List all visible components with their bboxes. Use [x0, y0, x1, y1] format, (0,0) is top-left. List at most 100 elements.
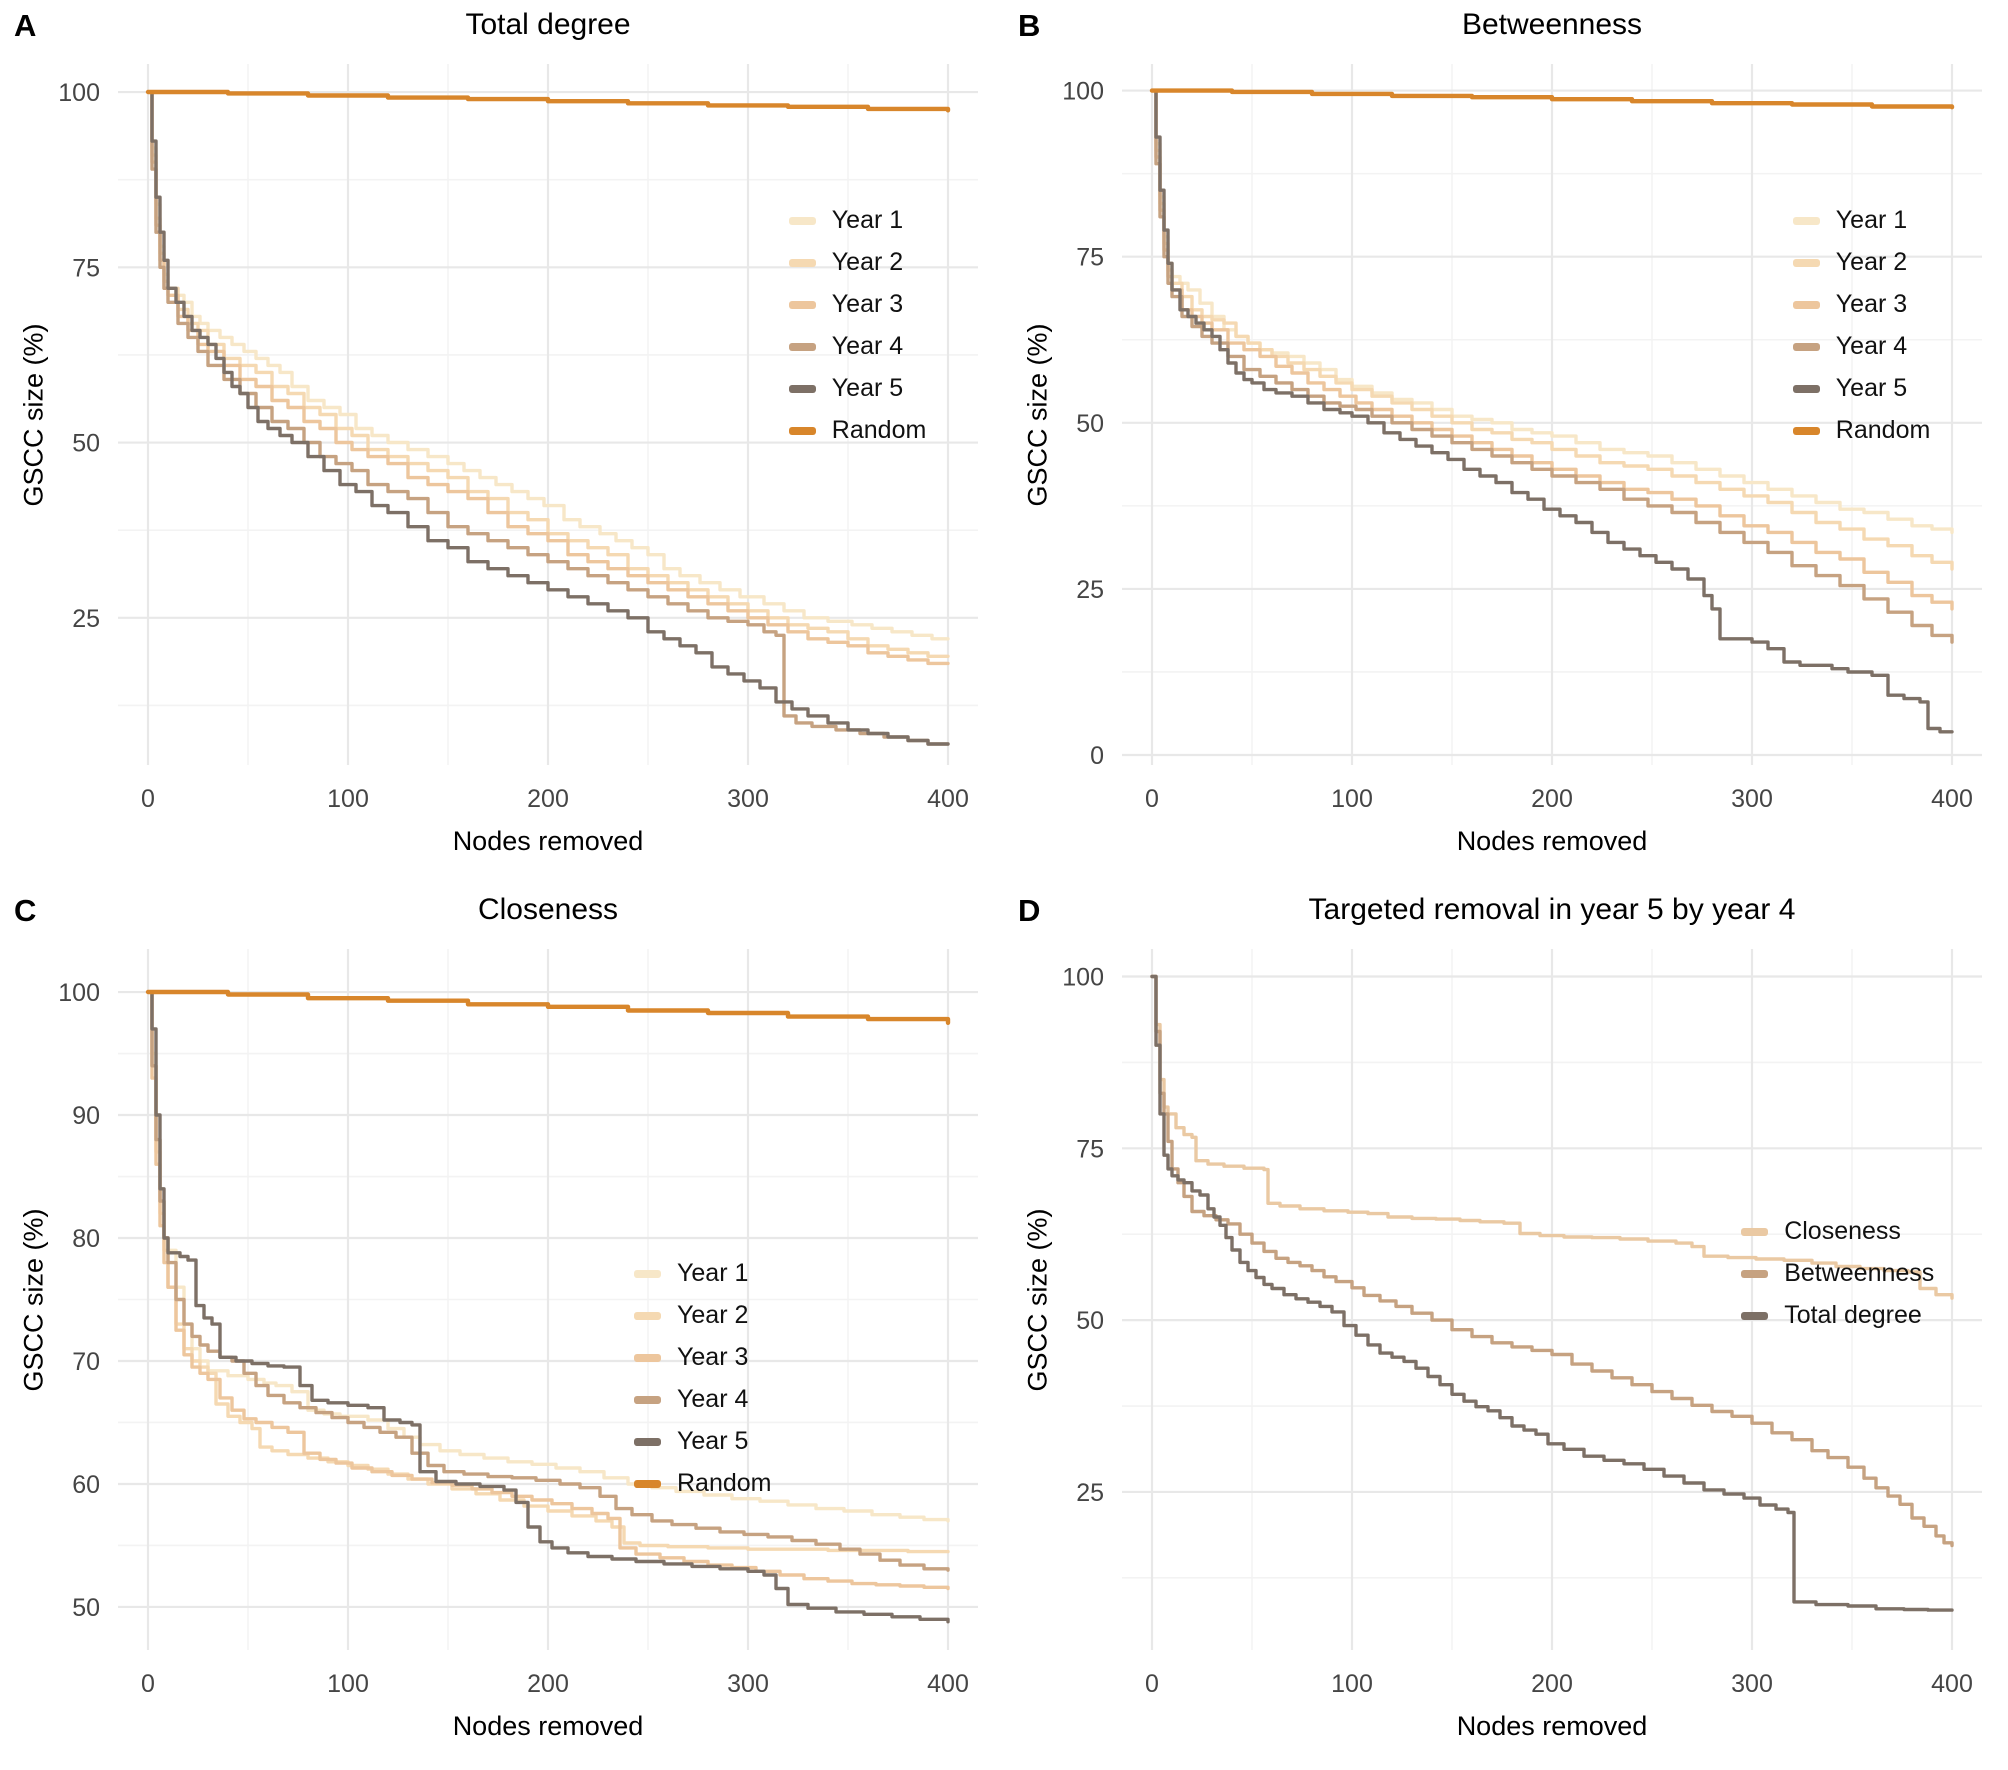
y-axis-tick-label: 25	[1076, 576, 1104, 604]
series-line-betweenness	[1150, 974, 1954, 1548]
legend-swatch-icon	[1792, 300, 1820, 309]
y-axis-tick-label: 70	[72, 1348, 100, 1376]
legend-swatch-icon	[1741, 1311, 1769, 1320]
legend-swatch-icon	[788, 426, 816, 435]
x-axis-tick-label: 400	[927, 785, 969, 813]
x-axis-tick-label: 0	[1145, 785, 1159, 813]
legend-label: Year 2	[677, 1301, 749, 1330]
legend-label: Year 1	[831, 206, 904, 235]
legend-item-year-2: Year 2	[1792, 246, 1931, 279]
legend-item-betweenness: Betweenness	[1741, 1257, 1934, 1290]
panel-title-betweenness: Betweenness	[1461, 8, 1643, 41]
legend-swatch-icon	[1741, 1227, 1769, 1236]
legend-item-year-5: Year 5	[634, 1425, 772, 1458]
legend-item-year-1: Year 1	[634, 1257, 772, 1290]
legend-item-year-3: Year 3	[1792, 288, 1931, 321]
legend-label: Year 5	[831, 374, 904, 403]
x-axis-label: Nodes removed	[452, 1711, 644, 1741]
legend-swatch-icon	[634, 1353, 661, 1362]
legend-label: Year 1	[1835, 206, 1908, 235]
series-line-closeness	[1150, 974, 1954, 1300]
legend-swatch-icon	[1792, 342, 1820, 351]
y-axis-tick-label: 60	[72, 1471, 100, 1499]
series-line-total-degree	[1150, 974, 1954, 1612]
x-axis-tick-label: 100	[327, 1670, 369, 1698]
legend-item-year-3: Year 3	[788, 288, 927, 321]
legend-label: Year 5	[677, 1427, 749, 1456]
x-axis-tick-label: 100	[1331, 785, 1373, 813]
x-axis-tick-label: 400	[1931, 785, 1973, 813]
series-line-random	[1149, 88, 1955, 110]
x-axis-tick-label: 300	[727, 785, 769, 813]
legend-swatch-icon	[788, 300, 816, 309]
x-axis-label: Nodes removed	[452, 826, 644, 856]
series-line-year-4	[1150, 88, 1954, 644]
x-axis-tick-label: 200	[527, 785, 569, 813]
legend-swatch-icon	[1792, 426, 1820, 435]
x-axis-tick-label: 100	[327, 785, 369, 813]
legend-label: Year 2	[1835, 248, 1908, 277]
x-axis-label: Nodes removed	[1456, 826, 1648, 856]
plot-area-betweenness: 0 25 50 75 100 0 100 200 300 400	[1062, 64, 1982, 813]
series-line-year-4	[146, 90, 950, 746]
legend-swatch-icon	[634, 1479, 661, 1488]
legend-item-closeness: Closeness	[1741, 1215, 1934, 1248]
y-axis-tick-label: 75	[72, 254, 100, 282]
series-line-year-1	[146, 90, 950, 641]
y-axis-tick-label: 25	[72, 605, 100, 633]
legend-item-year-2: Year 2	[788, 246, 927, 279]
legend-swatch-icon	[1792, 216, 1820, 225]
legend-swatch-icon	[788, 216, 816, 225]
panel-c-closeness: C Closeness GSCC size (%) Nodes removed …	[0, 885, 1004, 1770]
y-axis-tick-label: 50	[72, 1594, 100, 1622]
y-axis-tick-label: 0	[1090, 742, 1104, 770]
legend-item-year-4: Year 4	[634, 1383, 772, 1416]
panel-title-total-degree: Total degree	[465, 8, 631, 41]
x-axis-tick-label: 200	[527, 1670, 569, 1698]
legend-label: Year 1	[677, 1259, 749, 1288]
y-axis-tick-label: 25	[1076, 1479, 1104, 1507]
panel-a-total-degree: A Total degree GSCC size (%) Nodes remov…	[0, 0, 1004, 885]
legend-label: Total degree	[1784, 1301, 1922, 1330]
legend-item-year-4: Year 4	[788, 330, 927, 363]
series-line-random	[145, 989, 951, 1025]
series-line-year-3	[1150, 88, 1954, 611]
legend-label: Year 3	[1835, 290, 1908, 319]
series-line-random	[145, 89, 951, 113]
legend-swatch-icon	[1792, 384, 1820, 393]
y-axis-tick-label: 50	[1076, 410, 1104, 438]
x-axis-label: Nodes removed	[1456, 1711, 1648, 1741]
x-axis-tick-label: 300	[1731, 785, 1773, 813]
legend-label: Random	[831, 416, 927, 445]
legend-item-random: Random	[788, 414, 927, 447]
legend: Year 1 Year 2 Year 3 Year 4 Year 5 Random	[788, 204, 927, 447]
x-axis-tick-label: 0	[141, 1670, 155, 1698]
x-axis-tick-label: 300	[727, 1670, 769, 1698]
y-axis-tick-label: 75	[1076, 1135, 1104, 1163]
legend-label: Random	[1835, 416, 1931, 445]
series-line-year-5	[146, 990, 950, 1624]
legend-swatch-icon	[1741, 1269, 1769, 1278]
legend-item-year-3: Year 3	[634, 1341, 772, 1374]
panel-title-targeted-removal: Targeted removal in year 5 by year 4	[1308, 893, 1796, 926]
panel-letter-c: C	[14, 893, 37, 928]
legend-swatch-icon	[788, 258, 816, 267]
panel-letter-b: B	[1018, 8, 1041, 43]
legend-label: Closeness	[1784, 1217, 1901, 1246]
legend-swatch-icon	[634, 1269, 661, 1278]
x-axis-tick-label: 300	[1731, 1670, 1773, 1698]
panel-letter-d: D	[1018, 893, 1041, 928]
panel-letter-a: A	[14, 8, 37, 43]
x-axis-tick-label: 400	[927, 1670, 969, 1698]
legend-label: Year 4	[831, 332, 904, 361]
legend: Closeness Betweenness Total degree	[1741, 1215, 1934, 1332]
x-axis-tick-label: 0	[1145, 1670, 1159, 1698]
legend-label: Year 3	[831, 290, 904, 319]
legend-item-year-4: Year 4	[1792, 330, 1931, 363]
legend-label: Year 5	[1835, 374, 1908, 403]
legend-item-year-5: Year 5	[788, 372, 927, 405]
series-line-year-5	[1150, 88, 1954, 734]
legend-item-year-2: Year 2	[634, 1299, 772, 1332]
legend-label: Year 4	[677, 1385, 749, 1414]
y-axis-tick-label: 100	[58, 79, 100, 107]
